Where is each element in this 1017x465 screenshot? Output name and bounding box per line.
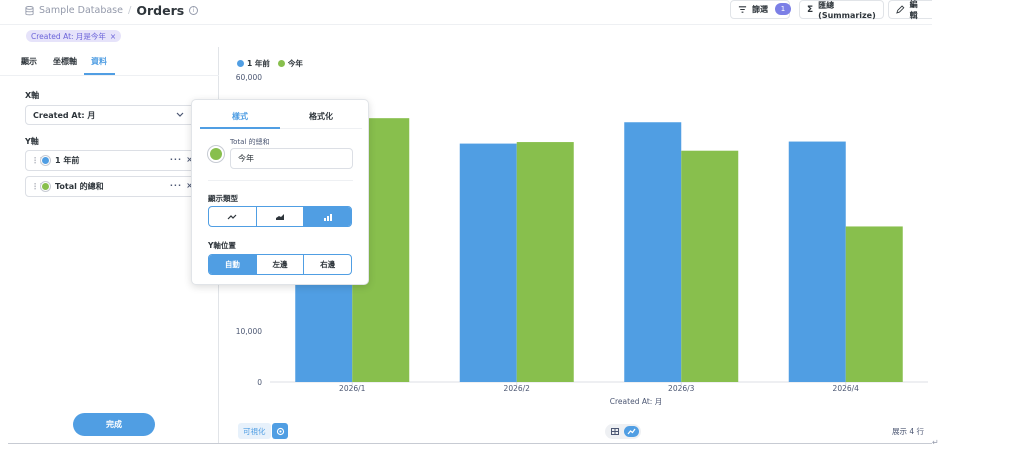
y-position-right[interactable]: 右邊 [320,260,336,269]
chart-legend: 1 年前 今年 [237,58,303,69]
x-tick-label: 2026/4 [833,384,860,393]
series-color-picker[interactable] [208,146,224,162]
y-position-auto[interactable]: 自動 [209,255,257,274]
database-link[interactable]: Sample Database [39,5,123,16]
y-series-label: Total 的總和 [55,182,104,191]
bottom-divider [8,443,932,444]
row-count: 展示 4 行 [892,427,925,436]
active-tab-indicator [200,127,280,129]
bar-chart-icon [323,213,332,221]
tab-data[interactable]: 資料 [91,57,107,66]
edit-icon [896,5,905,14]
gear-icon [276,427,284,435]
view-footer: 可視化 展示 4 行 [220,417,932,443]
table-icon [611,428,619,435]
y-axis-heading: Y軸 [25,137,39,146]
remove-series-icon[interactable]: × [186,155,193,164]
legend-label: 今年 [287,59,303,68]
x-axis-heading: X軸 [25,91,40,100]
display-type-heading: 顯示類型 [208,194,238,203]
sigma-icon: Σ [807,4,814,15]
y-tick-label: 60,000 [236,73,262,82]
chart-view-icon [627,428,636,435]
view-toggle [605,424,641,439]
filter-count-badge: 1 [775,3,791,15]
edit-button-label: 編輯 [909,0,918,20]
display-type-bar[interactable] [304,207,351,226]
series-color-dot[interactable] [41,156,50,165]
summarize-button[interactable]: Σ 匯總(Summarize) [799,0,884,20]
tab-format[interactable]: 格式化 [309,112,333,121]
resize-corner-icon: ↵ [932,438,939,447]
active-tab-indicator [84,73,115,75]
breadcrumb-separator: / [127,5,132,16]
bar [459,143,517,382]
bar [681,150,739,382]
legend-label: 1 年前 [247,59,270,68]
query-header: Sample Database / Orders i 篩選 1 Σ 匯總(Sum… [0,0,932,25]
bar [516,142,574,382]
chart-settings-sidebar: 顯示 坐標軸 資料 X軸 Created At: 月 Y軸 ⋮⋮ 1 年前 ··… [0,47,219,443]
page-title: Orders [136,3,185,18]
line-chart-icon [227,214,237,219]
series-settings-popover: 樣式 格式化 Total 的總和 今年 顯示類型 Y軸位置 自動 [191,99,369,285]
popover-divider [208,180,353,181]
tab-style[interactable]: 樣式 [232,112,248,121]
database-icon [25,5,34,15]
filter-pill-label: Created At: 月是今年 [31,31,106,41]
display-type-toggle [208,206,352,227]
series-name-input[interactable]: 今年 [230,148,353,169]
y-position-toggle: 自動 左邊 右邊 [208,254,352,275]
y-position-left[interactable]: 左邊 [257,255,305,274]
filter-pill[interactable]: Created At: 月是今年 × [26,30,122,42]
chart-view-toggle[interactable] [624,426,639,437]
bar [624,122,682,382]
legend-dot [277,60,285,67]
chart-settings-button[interactable] [272,423,288,439]
done-button[interactable]: 完成 [73,413,155,436]
tab-display[interactable]: 顯示 [21,57,37,66]
x-axis-title: Created At: 月 [610,397,662,406]
popover-tab-divider [200,128,362,129]
series-source-label: Total 的總和 [230,138,270,146]
area-chart-icon [276,213,284,220]
edit-button[interactable]: 編輯 [888,0,932,20]
filter-pill-close-icon[interactable]: × [109,31,117,41]
legend-dot [237,60,244,67]
remove-series-icon[interactable]: × [186,181,193,190]
display-type-line[interactable] [209,207,257,226]
x-tick-label: 2026/2 [504,384,531,393]
y-tick-label: 0 [257,378,262,387]
y-position-heading: Y軸位置 [208,241,236,250]
visualization-button[interactable]: 可視化 [238,423,271,439]
x-axis-select[interactable]: Created At: 月 [25,105,195,125]
y-tick-label: 10,000 [236,327,262,336]
table-view-toggle[interactable] [608,426,622,437]
x-tick-label: 2026/1 [339,384,366,393]
x-axis-select-value: Created At: 月 [33,110,96,120]
legend-item[interactable]: 今年 [277,58,303,69]
more-options-icon[interactable]: ··· [169,155,182,164]
series-name-value: 今年 [238,154,254,163]
filter-icon [738,6,747,13]
settings-tabs: 顯示 坐標軸 資料 [0,47,219,76]
display-type-area[interactable] [257,207,305,226]
drag-handle-icon[interactable]: ⋮⋮ [31,156,45,165]
more-options-icon[interactable]: ··· [169,181,182,190]
y-series-item[interactable]: ⋮⋮ Total 的總和 ··· × [25,176,195,197]
filter-button-label: 篩選 [752,5,768,14]
chevron-down-icon [176,112,184,117]
legend-item[interactable]: 1 年前 [237,58,270,69]
bar [845,226,903,382]
x-tick-label: 2026/3 [668,384,695,393]
summarize-button-label: 匯總(Summarize) [818,0,876,20]
drag-handle-icon[interactable]: ⋮⋮ [31,182,45,191]
y-series-item[interactable]: ⋮⋮ 1 年前 ··· × [25,150,195,171]
tab-axes[interactable]: 坐標軸 [53,57,77,66]
info-icon[interactable]: i [189,6,199,15]
breadcrumb: Sample Database / Orders i [25,3,199,18]
series-color-dot[interactable] [41,182,50,191]
bar [788,141,846,382]
y-series-label: 1 年前 [55,156,80,165]
